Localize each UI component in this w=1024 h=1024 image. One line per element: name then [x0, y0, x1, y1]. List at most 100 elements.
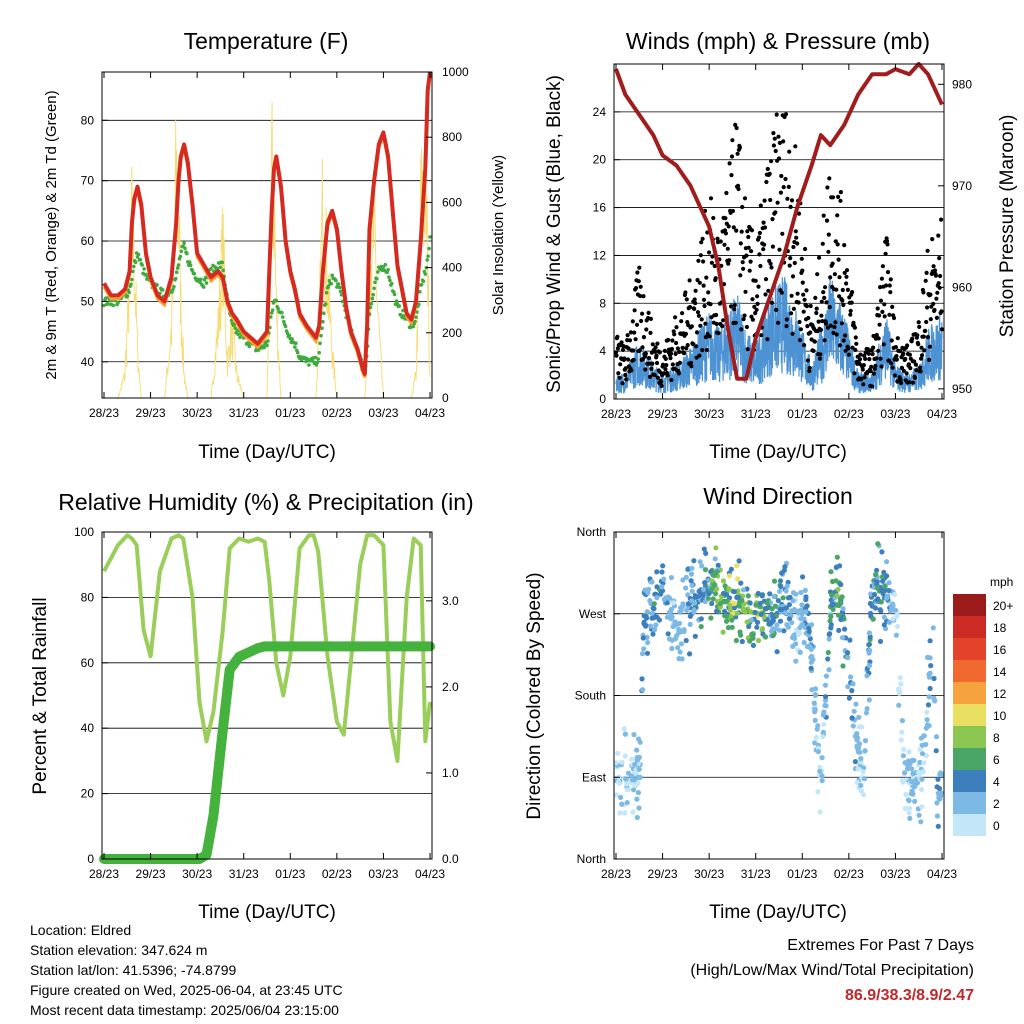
x-tick-label: 28/23 — [601, 407, 631, 421]
gust-point — [886, 358, 892, 363]
x-tick-label: 29/23 — [136, 406, 166, 420]
direction-point — [685, 592, 691, 598]
gust-point — [683, 331, 689, 336]
direction-point — [921, 760, 927, 766]
gust-point — [878, 298, 884, 303]
gust-point — [739, 229, 744, 234]
gust-point — [879, 364, 884, 369]
gust-point — [791, 244, 796, 250]
winds-panel: Winds (mph) & Pressure (mb) 04812162024 … — [544, 28, 1018, 463]
gust-point — [758, 203, 763, 208]
gust-point — [797, 319, 802, 325]
direction-point — [665, 631, 671, 637]
gust-point — [843, 333, 848, 338]
direction-point — [687, 621, 693, 628]
direction-point — [880, 578, 886, 584]
gust-point — [783, 176, 788, 182]
legend-swatch — [953, 660, 986, 682]
x-tick-label: 03/23 — [880, 407, 910, 421]
dewpoint-point — [209, 266, 213, 271]
gust-point — [893, 345, 899, 350]
gust-point — [834, 287, 839, 292]
gust-point — [932, 307, 937, 313]
y-tick-label: 12 — [593, 248, 607, 262]
direction-point — [641, 646, 647, 652]
gust-point — [730, 208, 736, 214]
y2-tick-label: 1000 — [442, 65, 469, 79]
x-tick-label: 29/23 — [136, 867, 166, 881]
gust-point — [852, 371, 857, 376]
direction-point — [853, 701, 859, 707]
gust-point — [795, 291, 800, 296]
direction-point — [809, 687, 815, 693]
direction-point — [869, 603, 875, 609]
dewpoint-point — [388, 278, 392, 283]
direction-point — [934, 800, 940, 806]
direction-point — [901, 770, 908, 776]
direction-point — [624, 787, 631, 793]
gust-point — [875, 306, 880, 311]
y-tick-label: 4 — [599, 344, 606, 358]
x-tick-label: 29/23 — [648, 867, 678, 881]
gust-point — [936, 233, 941, 238]
gust-point — [793, 144, 798, 149]
gust-point — [709, 260, 715, 265]
gust-point — [888, 290, 893, 295]
direction-point — [868, 591, 874, 597]
direction-point — [768, 620, 774, 626]
gust-point — [639, 318, 644, 324]
direction-point — [698, 616, 704, 622]
direction-point — [813, 734, 820, 741]
humidity-plot-frame — [101, 531, 433, 860]
gust-point — [805, 358, 811, 363]
gust-point — [754, 307, 759, 312]
direction-point — [801, 639, 807, 646]
direction-point — [822, 702, 828, 709]
gust-point — [910, 336, 915, 341]
direction-point — [677, 609, 683, 615]
direction-point — [649, 615, 655, 621]
x-tick-label: 01/23 — [275, 406, 305, 420]
direction-point — [867, 647, 873, 654]
gust-point — [753, 311, 758, 316]
gust-point — [732, 303, 737, 308]
gust-point — [666, 337, 671, 343]
direction-point — [786, 602, 793, 608]
temperature-title: Temperature (F) — [184, 28, 349, 54]
direction-point — [635, 780, 641, 786]
gust-point — [773, 210, 778, 215]
gust-point — [804, 304, 810, 309]
direction-point — [849, 715, 855, 721]
direction-point — [738, 580, 744, 586]
gust-point — [622, 356, 627, 361]
x-tick-label: 04/23 — [927, 867, 957, 881]
direction-point — [721, 599, 727, 605]
direction-point — [874, 597, 880, 603]
gust-point — [757, 252, 762, 257]
direction-point — [879, 549, 885, 555]
direction-point — [635, 790, 642, 796]
gust-point — [922, 348, 927, 353]
direction-point — [802, 587, 808, 594]
station-info: Location: Eldred Station elevation: 347.… — [30, 920, 343, 1020]
gust-point — [714, 312, 719, 318]
direction-point — [712, 556, 718, 562]
direction-point — [759, 626, 766, 632]
dewpoint-point — [376, 270, 380, 274]
x-tick-label: 28/23 — [89, 867, 119, 881]
gust-point — [839, 321, 845, 326]
direction-point — [644, 650, 651, 656]
gust-point — [812, 339, 818, 344]
direction-point — [806, 628, 812, 635]
dewpoint-point — [335, 285, 339, 289]
gust-point — [820, 319, 825, 324]
direction-tick-label: East — [582, 770, 607, 784]
direction-point — [725, 625, 732, 631]
gust-point — [772, 136, 777, 141]
direction-point — [781, 628, 787, 634]
gust-point — [697, 280, 702, 285]
direction-point — [829, 592, 835, 598]
gust-point — [648, 330, 653, 335]
dewpoint-point — [111, 303, 116, 308]
gust-point — [784, 324, 789, 329]
